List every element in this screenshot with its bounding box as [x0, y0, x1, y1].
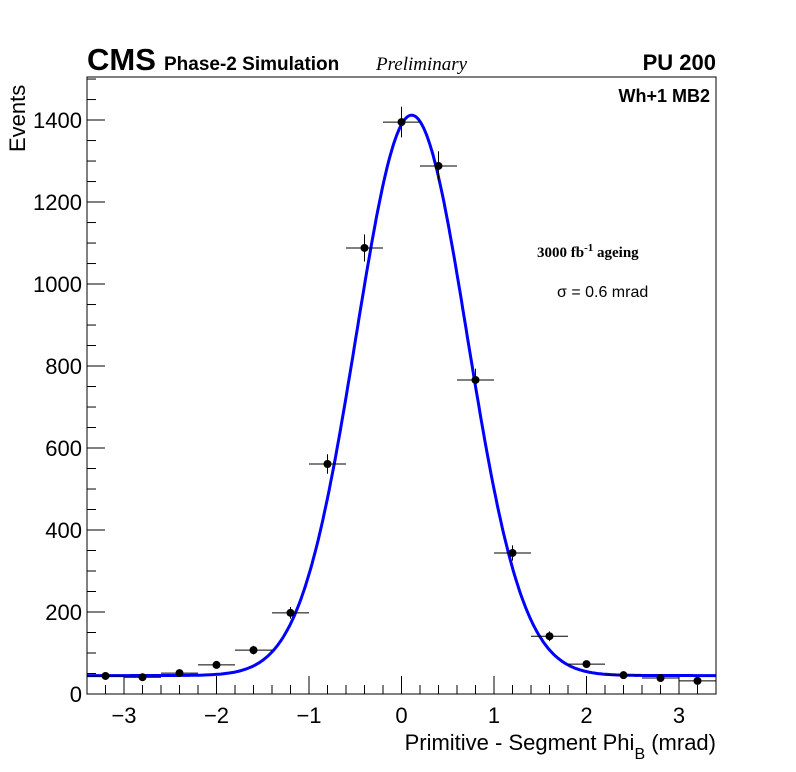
data-marker	[175, 669, 184, 678]
pileup-label: PU 200	[643, 50, 716, 75]
x-tick-label: 1	[488, 703, 500, 728]
x-tick-label: −3	[111, 703, 136, 728]
data-marker	[249, 646, 258, 655]
status-label: Preliminary	[375, 54, 468, 75]
region-label: Wh+1 MB2	[618, 86, 710, 106]
data-point	[87, 671, 124, 680]
fit-result-label: σ = 0.6 mrad	[557, 284, 648, 301]
data-point	[568, 660, 605, 669]
data-marker	[101, 671, 110, 680]
x-tick-label: 3	[673, 703, 685, 728]
data-point	[161, 669, 198, 678]
fit-curve	[87, 113, 716, 678]
y-tick-label: 1400	[33, 108, 82, 133]
data-point	[346, 234, 383, 262]
data-point	[235, 645, 272, 655]
data-marker	[434, 161, 443, 170]
y-tick-label: 200	[45, 600, 82, 625]
data-point	[457, 368, 494, 392]
data-marker	[693, 676, 702, 685]
data-point	[679, 676, 716, 685]
y-tick-label: 1200	[33, 190, 82, 215]
data-marker	[582, 660, 591, 669]
data-point	[383, 106, 420, 138]
subtitle-label: Phase-2 Simulation	[164, 54, 339, 75]
data-marker	[212, 660, 221, 669]
y-tick-label: 0	[70, 682, 82, 707]
data-marker	[545, 632, 554, 641]
data-point	[124, 673, 161, 682]
header: CMS Phase-2 Simulation Preliminary PU 20…	[87, 42, 716, 301]
data-marker	[286, 608, 295, 617]
data-marker	[397, 118, 406, 127]
data-marks	[87, 106, 716, 685]
data-point	[198, 660, 235, 669]
data-marker	[471, 375, 480, 384]
data-marker	[138, 673, 147, 682]
data-point	[531, 631, 568, 642]
y-tick-label: 400	[45, 518, 82, 543]
y-axis-label: Events	[5, 85, 30, 152]
data-marker	[619, 671, 628, 680]
data-marker	[323, 460, 332, 469]
y-tick-label: 600	[45, 436, 82, 461]
plot-frame	[86, 76, 717, 695]
data-marker	[508, 548, 517, 557]
data-point	[605, 671, 642, 680]
data-point	[309, 454, 346, 474]
x-tick-label: 2	[580, 703, 592, 728]
data-point	[494, 545, 531, 561]
x-tick-label: −1	[296, 703, 321, 728]
data-point	[272, 607, 309, 619]
x-tick-label: 0	[395, 703, 407, 728]
data-point	[642, 674, 679, 683]
data-marker	[360, 243, 369, 252]
x-axis-label: Primitive - Segment PhiB (mrad)	[405, 730, 716, 763]
y-tick-label: 1000	[33, 272, 82, 297]
data-point	[420, 151, 457, 181]
axes: −3 −2 −1 0 1 2 3 0 200 400 600 800 1000 1200 1400	[33, 78, 717, 728]
y-tick-label: 800	[45, 354, 82, 379]
experiment-label: CMS	[87, 42, 156, 77]
lumi-label: 3000 fb-1 ageing	[537, 242, 639, 261]
data-marker	[656, 674, 665, 683]
x-tick-label: −2	[204, 703, 229, 728]
